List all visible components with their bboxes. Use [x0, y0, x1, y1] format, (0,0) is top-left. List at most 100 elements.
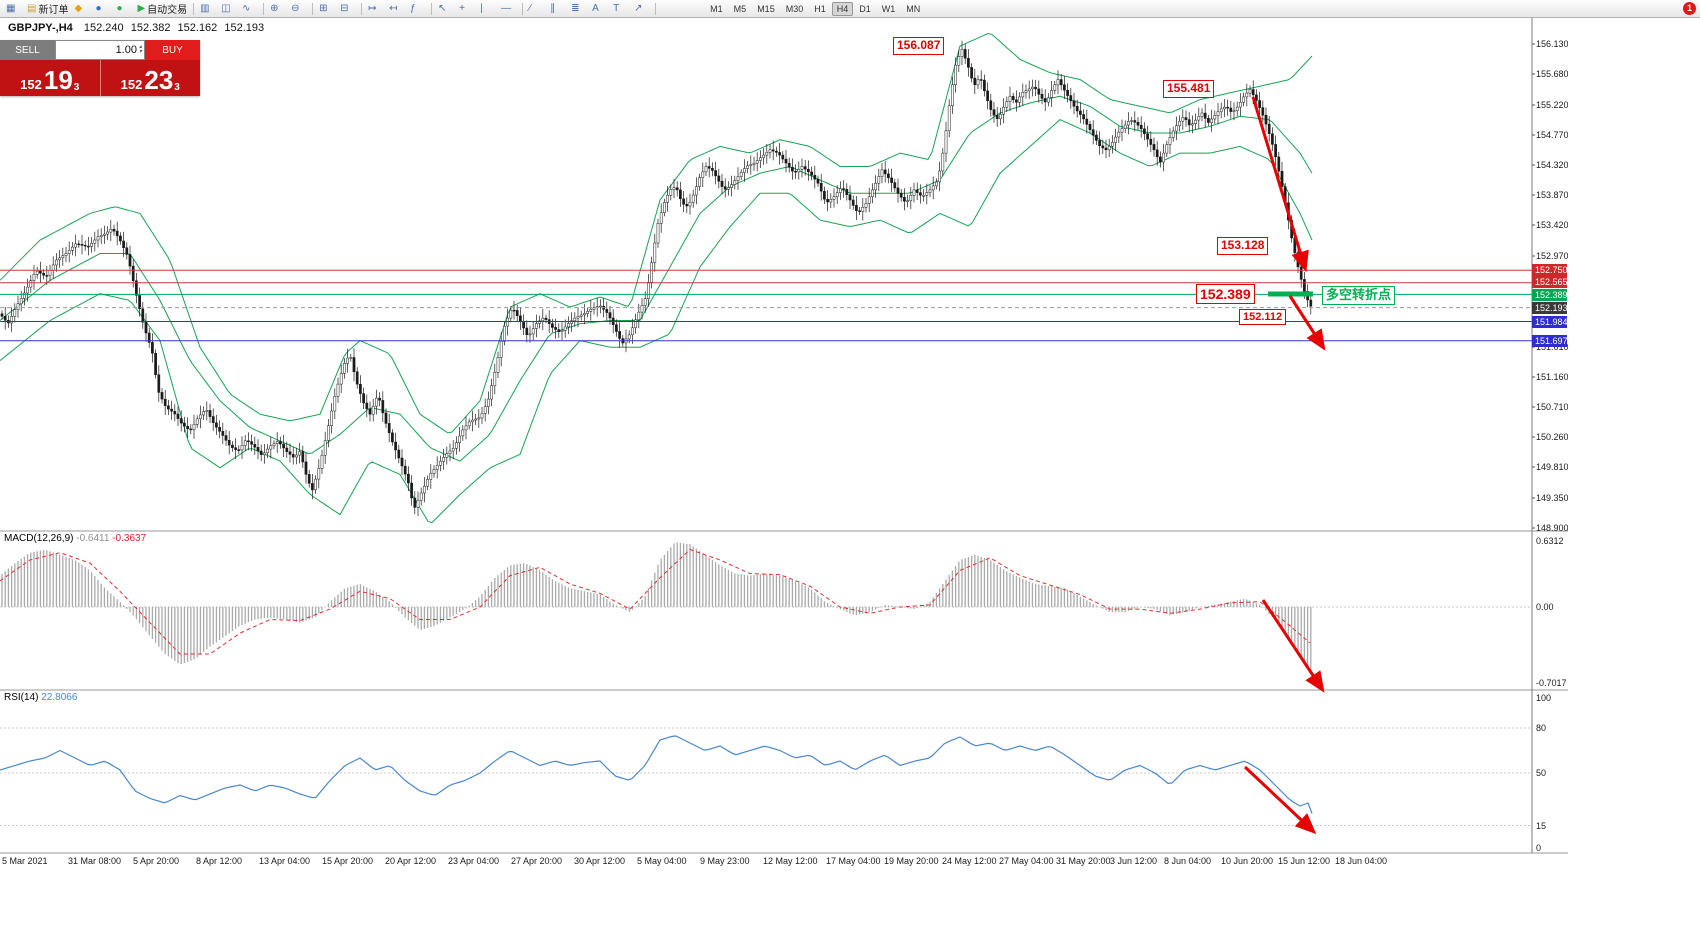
- time-tick: 5 May 04:00: [637, 856, 687, 866]
- ohlc-high: 152.382: [130, 22, 171, 34]
- chart-window[interactable]: GBPJPY-,H4 152.240 152.382 152.162 152.1…: [0, 0, 1568, 872]
- autotrade-button[interactable]: ▶ 自动交易: [134, 0, 190, 17]
- zoom-in-icon: ⊕: [270, 2, 279, 14]
- timeframe-d1[interactable]: D1: [859, 3, 871, 14]
- toolbar-separator: [263, 2, 265, 15]
- horizontal-line-icon: —: [501, 2, 512, 14]
- zoom-out-button[interactable]: ⊖: [288, 0, 309, 17]
- window-icon-button[interactable]: ▦: [3, 0, 24, 17]
- timeframe-m15[interactable]: M15: [757, 3, 775, 14]
- alert-icon-button[interactable]: ◆: [71, 0, 92, 17]
- auto-scroll-button[interactable]: ↦: [365, 0, 386, 17]
- timeframe-m30[interactable]: M30: [785, 3, 804, 14]
- crosshair-button[interactable]: +: [456, 0, 477, 17]
- toolbar-separator: [655, 2, 657, 15]
- price-tick: 149.350: [1536, 493, 1568, 503]
- channel-button[interactable]: ∥: [547, 0, 568, 17]
- timeframe-mn[interactable]: MN: [906, 3, 921, 14]
- chart-shift-icon: ↤: [389, 2, 398, 14]
- price-tick: 154.770: [1536, 130, 1568, 140]
- community-icon-button[interactable]: ●: [92, 0, 113, 17]
- timeframe-w1[interactable]: W1: [881, 3, 896, 14]
- new-order-button[interactable]: ▤ 新订单: [24, 0, 71, 17]
- notification-badge[interactable]: 1: [1683, 2, 1696, 15]
- price-tick: 148.900: [1536, 523, 1568, 533]
- toolbar-separator: [312, 2, 314, 15]
- horizontal-line-button[interactable]: —: [498, 0, 519, 17]
- time-tick: 15 Jun 12:00: [1278, 856, 1331, 866]
- timeframe-toolbar: M1 M5 M15 M30 H1 H4 D1 W1 MN: [705, 1, 925, 16]
- rsi-axis-tick: 80: [1536, 723, 1547, 733]
- volume-spinner[interactable]: ▴ ▾: [138, 44, 142, 55]
- time-tick: 27 Apr 20:00: [511, 856, 563, 866]
- arrows-button[interactable]: ↗: [631, 0, 652, 17]
- price-axis[interactable]: 156.130 155.680 155.220 154.770 154.320 153.8…: [1532, 0, 1568, 872]
- buy-button[interactable]: BUY: [145, 40, 200, 60]
- price-tick: 156.130: [1536, 39, 1568, 49]
- time-tick: 27 May 04:00: [999, 856, 1054, 866]
- time-tick: 3 Jun 12:00: [1110, 856, 1158, 866]
- rsi-label: RSI(14) 22.8066: [4, 692, 77, 703]
- buy-price[interactable]: 152 23 3: [101, 60, 201, 96]
- volume-input[interactable]: 1.00 ▴ ▾: [55, 40, 145, 60]
- timeframe-m1[interactable]: M1: [710, 3, 723, 14]
- spinner-up-icon[interactable]: ▴: [138, 44, 142, 50]
- volume-value: 1.00: [115, 44, 137, 56]
- price-tick: 152.970: [1536, 251, 1568, 261]
- chart-canvas[interactable]: [0, 0, 1568, 872]
- time-tick: 20 Apr 12:00: [385, 856, 437, 866]
- line-chart-icon: ∿: [242, 2, 251, 14]
- rsi-current-value: 22.8066: [41, 692, 78, 703]
- symbol-title: GBPJPY-,H4: [8, 22, 73, 34]
- fibonacci-button[interactable]: ≣: [568, 0, 589, 17]
- sell-button[interactable]: SELL: [0, 40, 55, 60]
- sell-price[interactable]: 152 19 3: [0, 60, 101, 96]
- label-button[interactable]: T: [610, 0, 631, 17]
- cursor-button[interactable]: ↖: [435, 0, 456, 17]
- one-click-trading-panel: SELL 1.00 ▴ ▾ BUY 152 19 3 152 23 3: [0, 40, 200, 96]
- tile-windows-button[interactable]: ⊞: [316, 0, 337, 17]
- candle-chart-button[interactable]: ◫: [218, 0, 239, 17]
- timeframe-h4[interactable]: H4: [831, 1, 854, 16]
- timeframe-m5[interactable]: M5: [733, 3, 747, 14]
- cascade-windows-icon: ⊟: [340, 2, 349, 14]
- time-tick: 17 May 04:00: [826, 856, 881, 866]
- price-tick: 151.160: [1536, 372, 1568, 382]
- toolbar-separator: [431, 2, 433, 15]
- trendline-button[interactable]: ∕: [526, 0, 547, 17]
- toolbar-separator: [522, 2, 524, 15]
- timeframe-h1[interactable]: H1: [814, 3, 826, 14]
- info-icon-button[interactable]: ●: [113, 0, 134, 17]
- ohlc-close: 152.193: [224, 22, 265, 34]
- sell-price-point: 3: [73, 82, 80, 93]
- cascade-windows-button[interactable]: ⊟: [337, 0, 358, 17]
- price-level-badge: 152.193: [1532, 302, 1568, 314]
- rsi-axis-tick: 15: [1536, 821, 1547, 831]
- tile-windows-icon: ⊞: [319, 2, 328, 14]
- spinner-down-icon[interactable]: ▾: [138, 49, 142, 55]
- time-tick: 18 Jun 04:00: [1335, 856, 1388, 866]
- toolbar-separator: [361, 2, 363, 15]
- time-tick: 5 Apr 20:00: [133, 856, 180, 866]
- buy-price-point: 3: [174, 82, 180, 93]
- time-tick: 13 Apr 04:00: [259, 856, 311, 866]
- line-chart-button[interactable]: ∿: [239, 0, 260, 17]
- buy-price-pips: 23: [144, 65, 174, 95]
- indicators-button[interactable]: ƒ: [407, 0, 428, 17]
- sell-price-pips: 19: [43, 65, 73, 95]
- vertical-line-button[interactable]: |: [477, 0, 498, 17]
- time-axis[interactable]: 5 Mar 2021 31 Mar 08:00 5 Apr 20:00 8 Apr 1…: [0, 856, 1532, 870]
- price-level-badge: 151.984: [1532, 316, 1568, 328]
- zoom-in-button[interactable]: ⊕: [267, 0, 288, 17]
- bar-chart-button[interactable]: ▥: [197, 0, 218, 17]
- time-tick: 24 May 12:00: [942, 856, 997, 866]
- time-tick: 8 Jun 04:00: [1164, 856, 1212, 866]
- label-icon: T: [613, 2, 620, 14]
- text-button[interactable]: A: [589, 0, 610, 17]
- price-tick: 154.320: [1536, 160, 1568, 170]
- chart-shift-button[interactable]: ↤: [386, 0, 407, 17]
- new-order-button-label: 新订单: [38, 5, 69, 16]
- anno-153128: 153.128: [1217, 237, 1269, 255]
- ohlc-open: 152.240: [83, 22, 124, 34]
